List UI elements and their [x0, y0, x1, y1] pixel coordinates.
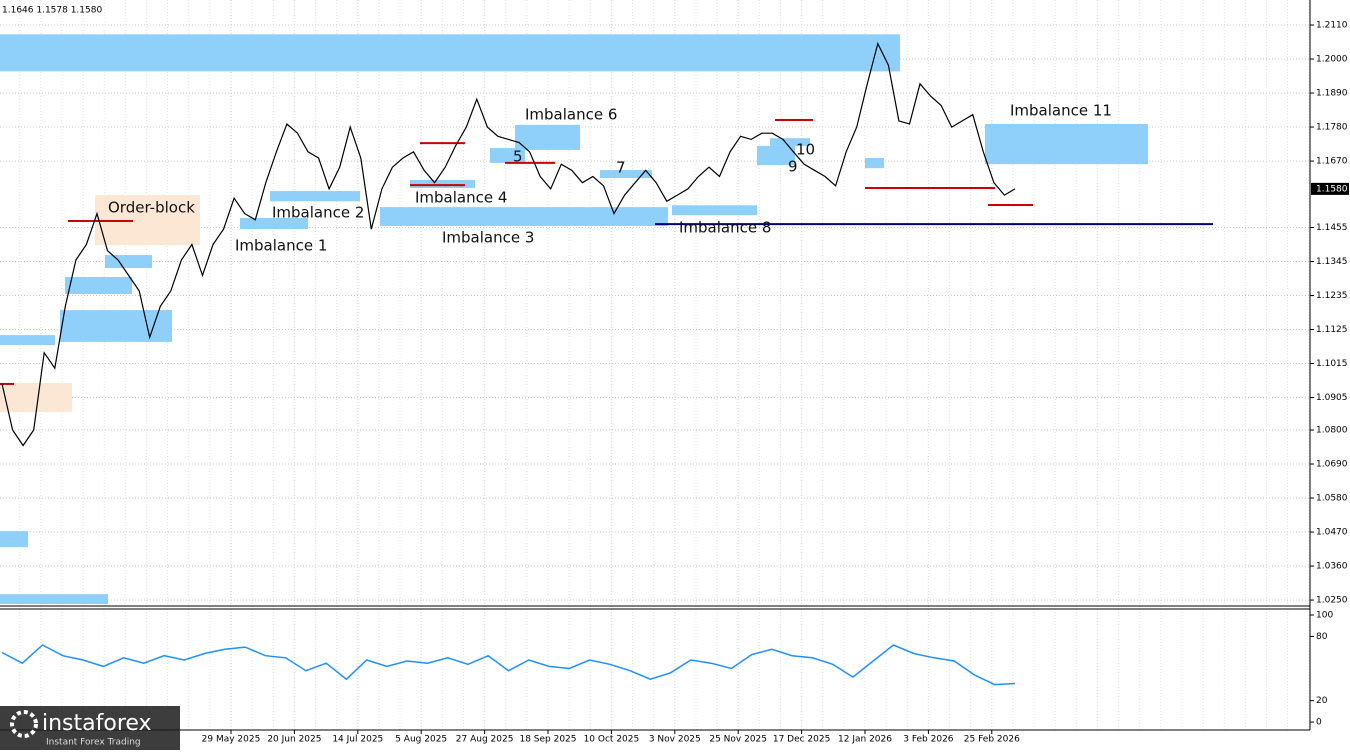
zone	[865, 157, 884, 169]
zone	[985, 123, 1148, 165]
zone	[65, 276, 132, 294]
header: 1.1646 1.1578 1.1580	[2, 6, 102, 16]
zone-label: 7	[616, 159, 626, 177]
zone-label: 10	[796, 141, 815, 159]
zone	[60, 310, 172, 342]
zone	[270, 191, 360, 202]
labels: 29 May 2025 20 Jun 2025 14 Jul 2025 5 Aug 2…	[108, 21, 1349, 745]
zone	[105, 255, 152, 269]
brand-tagline: Instant Forex Trading	[46, 738, 141, 748]
x-tick-label: 3 Feb 2026	[903, 735, 954, 745]
y-tick-label: 1.1890	[1316, 89, 1348, 99]
zone	[672, 205, 757, 216]
y-tick-label: 1.0250	[1316, 596, 1348, 606]
zone	[757, 145, 795, 166]
indicator-line	[1, 644, 1016, 686]
lines	[0, 41, 1213, 686]
zone-label: 5	[513, 148, 523, 166]
logo: instaforex Instant Forex Trading	[0, 706, 180, 750]
y-tick-label: 1.0360	[1316, 562, 1348, 572]
y-tick-label: 1.1455	[1316, 223, 1348, 233]
y-tick-label: 80	[1316, 632, 1328, 642]
x-tick-label: 10 Oct 2025	[584, 735, 640, 745]
logo-icon	[10, 710, 38, 738]
x-tick-label: 29 May 2025	[202, 735, 261, 745]
zones	[0, 34, 1148, 605]
x-tick-label: 17 Dec 2025	[773, 735, 831, 745]
y-tick-label: 100	[1316, 610, 1333, 620]
zone	[0, 34, 900, 72]
zone	[490, 148, 525, 163]
last-price-bg	[1311, 182, 1349, 195]
y-tick-label: 1.2110	[1316, 21, 1348, 31]
y-tick-label: 1.1345	[1316, 257, 1348, 267]
zone-label: Imbalance 3	[442, 229, 534, 247]
y-tick-label: 1.0470	[1316, 528, 1348, 538]
zone	[770, 138, 810, 146]
brand-name: instaforex	[42, 711, 152, 736]
price-line	[1, 41, 1016, 447]
y-tick-label: 1.2000	[1316, 55, 1348, 65]
zone-label: Imbalance 4	[415, 189, 507, 207]
y-tick-label: 0	[1316, 718, 1322, 728]
y-tick-label: 1.1780	[1316, 123, 1348, 133]
y-tick-label: 1.1670	[1316, 157, 1348, 167]
x-tick-label: 20 Jun 2025	[267, 735, 321, 745]
zone	[600, 170, 652, 179]
y-tick-label: 1.1235	[1316, 291, 1348, 301]
grid	[0, 0, 1310, 730]
x-tick-label: 25 Feb 2026	[964, 735, 1020, 745]
zone-label: Imbalance 11	[1010, 102, 1112, 120]
x-tick-label: 18 Sep 2025	[519, 735, 576, 745]
x-tick-label: 3 Nov 2025	[649, 735, 701, 745]
zone	[410, 179, 475, 188]
zone-label: Imbalance 1	[235, 237, 327, 255]
zone-label: Imbalance 8	[679, 219, 771, 237]
zone-label: Imbalance 2	[272, 204, 364, 222]
zone	[0, 383, 72, 413]
y-tick-label: 1.1125	[1316, 325, 1348, 335]
logo-bg	[0, 706, 180, 750]
zone-label: Order-block	[108, 199, 195, 217]
zone	[0, 531, 28, 548]
y-tick-label: 1.0580	[1316, 494, 1348, 504]
x-tick-label: 12 Jan 2026	[838, 735, 892, 745]
zone-label: 9	[788, 158, 798, 176]
x-tick-label: 25 Nov 2025	[709, 735, 767, 745]
y-tick-label: 20	[1316, 696, 1328, 706]
y-tick-label: 1.1015	[1316, 359, 1348, 369]
zone-label: Imbalance 6	[525, 106, 617, 124]
x-tick-label: 14 Jul 2025	[332, 735, 383, 745]
y-tick-label: 1.0690	[1316, 460, 1348, 470]
zone	[380, 207, 668, 226]
zone	[515, 124, 580, 150]
last-price-label: 1.1580	[1316, 184, 1348, 194]
zone	[0, 594, 108, 605]
x-tick-label: 5 Aug 2025	[395, 735, 447, 745]
zone	[240, 217, 308, 230]
x-tick-label: 27 Aug 2025	[456, 735, 514, 745]
y-tick-label: 1.0800	[1316, 426, 1348, 436]
y-tick-label: 1.0905	[1316, 393, 1348, 403]
zone	[0, 335, 55, 346]
